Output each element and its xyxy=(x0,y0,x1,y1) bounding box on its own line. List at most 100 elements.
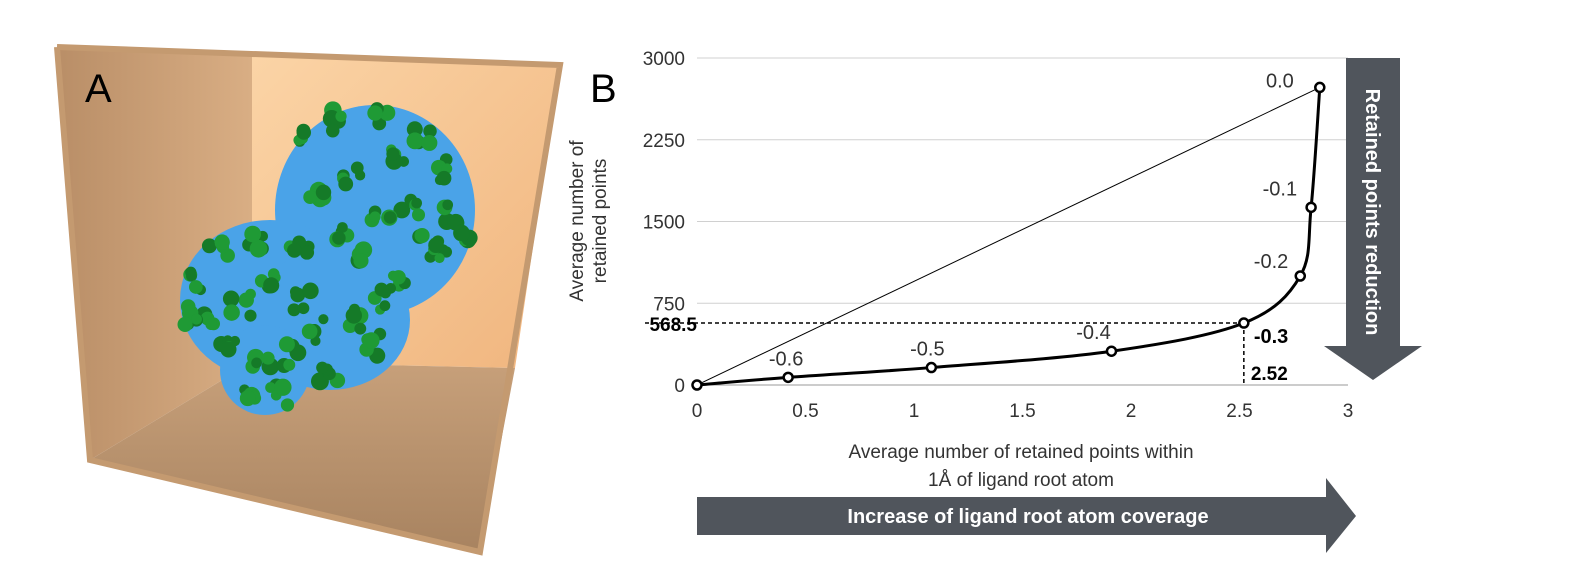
ligand-sphere xyxy=(191,313,202,325)
ligand-sphere xyxy=(406,121,423,138)
x-tick-label: 1 xyxy=(909,401,920,422)
ligand-sphere xyxy=(442,199,454,211)
x-axis-label-line-2: 1Å of ligand root atom xyxy=(928,470,1114,491)
ligand-sphere xyxy=(205,318,217,331)
panel-a: A xyxy=(0,0,600,582)
ligand-sphere xyxy=(302,282,319,300)
ligand-sphere xyxy=(301,323,318,340)
series-point-labels: -0.6 -0.5 -0.4 -0.3 -0.2 -0.1 0.0 xyxy=(769,70,1297,370)
data-point xyxy=(782,371,794,384)
ligand-sphere xyxy=(383,211,397,224)
ligand-sphere xyxy=(379,300,391,312)
data-point xyxy=(1305,201,1317,214)
ligand-sphere xyxy=(318,314,329,325)
x-tick-labels: 0 0.5 1 1.5 2 2.5 3 xyxy=(692,401,1354,422)
ligand-sphere xyxy=(222,290,240,307)
reference-line xyxy=(696,86,1321,386)
ligand-sphere xyxy=(244,309,257,322)
ligand-sphere xyxy=(391,270,406,285)
ligand-sphere xyxy=(267,268,280,280)
ligand-sphere xyxy=(367,105,383,121)
data-point-label: -0.5 xyxy=(910,339,944,361)
ligand-sphere xyxy=(238,292,254,308)
y-tick-labels: 0 750 1500 2250 3000 xyxy=(643,49,685,397)
highlight-x-value: 2.52 xyxy=(1251,364,1288,385)
x-tick-label: 0.5 xyxy=(792,401,818,422)
ligand-sphere xyxy=(363,332,380,349)
ligand-sphere xyxy=(436,170,452,186)
ligand-sphere xyxy=(335,110,347,122)
y-tick-label: 3000 xyxy=(643,49,685,70)
ligand-sphere xyxy=(289,344,307,362)
panel-a-label: A xyxy=(85,67,112,111)
data-point-label: -0.2 xyxy=(1254,251,1288,273)
ligand-sphere xyxy=(274,378,292,396)
ligand-sphere xyxy=(354,322,367,335)
ligand-sphere xyxy=(249,239,268,258)
ligand-sphere xyxy=(374,282,389,297)
panel-b-label: B xyxy=(590,67,617,111)
x-direction-arrow: Increase of ligand root atom coverage xyxy=(697,478,1356,553)
ligand-sphere xyxy=(278,336,295,353)
x-axis-label-line-1: Average number of retained points within xyxy=(848,442,1193,463)
ligand-sphere xyxy=(214,234,230,250)
ligand-sphere xyxy=(338,176,354,192)
data-point xyxy=(1105,345,1118,357)
x-direction-arrow-label: Increase of ligand root atom coverage xyxy=(847,506,1208,528)
y-tick-label: 0 xyxy=(674,376,685,397)
ligand-sphere xyxy=(296,125,312,140)
data-point xyxy=(1314,81,1326,94)
ligand-sphere xyxy=(434,253,445,264)
y-axis-label-line-2: retained points xyxy=(590,159,611,284)
ligand-sphere xyxy=(455,227,470,242)
ligand-sphere xyxy=(411,208,426,222)
ligand-sphere xyxy=(353,253,369,269)
ligand-sphere xyxy=(280,398,295,412)
grid xyxy=(697,57,1348,304)
ligand-sphere xyxy=(177,316,193,333)
ligand-sphere xyxy=(265,382,276,393)
ligand-sphere xyxy=(369,211,381,223)
ligand-sphere xyxy=(251,357,262,369)
box-edge xyxy=(54,44,564,556)
ligand-sphere xyxy=(299,245,315,260)
ligand-sphere xyxy=(290,287,306,303)
y-direction-arrow: Retained points reduction xyxy=(1324,58,1422,380)
ligand-sphere xyxy=(428,237,444,253)
ligand-sphere xyxy=(244,225,262,243)
ligand-sphere xyxy=(345,307,363,324)
highlight-y-value: 568.5 xyxy=(649,315,697,336)
ligand-sphere xyxy=(393,201,411,219)
protein-render-image: A xyxy=(54,44,564,556)
y-direction-arrow-label: Retained points reduction xyxy=(1361,89,1383,336)
ligand-sphere xyxy=(337,222,348,233)
ligand-sphere xyxy=(316,361,329,374)
series-line xyxy=(696,87,1322,387)
data-point xyxy=(925,361,938,374)
ligand-sphere xyxy=(325,123,340,138)
ligand-sphere xyxy=(303,190,318,204)
ligand-sphere xyxy=(350,161,364,175)
ligand-spheres xyxy=(177,101,478,412)
ligand-sphere xyxy=(186,270,197,282)
data-point-label: 0.0 xyxy=(1266,70,1294,92)
data-point xyxy=(1238,317,1250,329)
ligand-sphere xyxy=(411,197,423,209)
ligand-sphere xyxy=(283,358,296,371)
data-point-label: -0.3 xyxy=(1254,326,1288,348)
ligand-sphere xyxy=(220,341,237,358)
series-points xyxy=(691,81,1326,391)
x-tick-label: 3 xyxy=(1343,401,1354,422)
ligand-sphere xyxy=(263,277,280,294)
ligand-sphere xyxy=(423,124,437,138)
ligand-sphere xyxy=(386,147,400,161)
ligand-sphere xyxy=(421,134,438,151)
ligand-sphere xyxy=(414,227,430,244)
ligand-sphere xyxy=(315,184,332,201)
ligand-sphere xyxy=(287,303,301,317)
ligand-sphere xyxy=(287,243,302,258)
data-point-label: -0.4 xyxy=(1076,322,1110,344)
ligand-sphere xyxy=(297,302,310,315)
ligand-sphere xyxy=(203,238,215,250)
data-point-label: -0.1 xyxy=(1263,178,1297,200)
